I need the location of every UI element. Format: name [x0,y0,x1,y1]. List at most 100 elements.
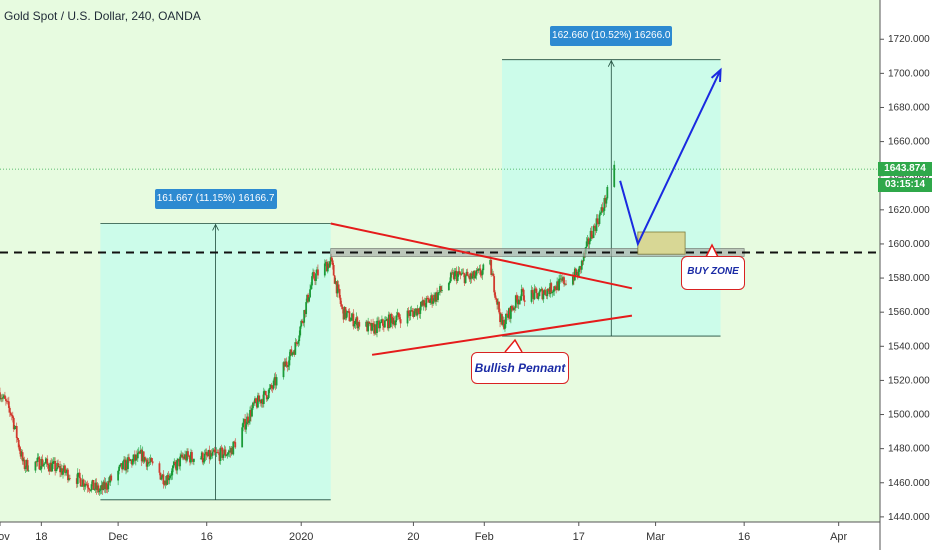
candle-body [77,472,80,474]
candle-body [119,464,121,467]
candle-body [453,271,456,280]
candle-body [97,485,100,493]
candle-body [490,259,493,275]
candle-body [456,273,459,281]
candle-body [494,292,497,298]
candle-body [62,471,64,475]
candle-body [563,277,565,285]
candle-body [266,397,269,400]
candle-body [295,342,298,344]
candle-body [22,459,25,462]
candle-body [334,281,337,284]
candle-body [150,458,153,462]
candle-body [159,472,162,480]
candle-body [561,278,563,281]
candle-body [396,312,399,316]
candle-body [273,377,276,381]
candle-body [244,418,247,430]
measure-callout-1[interactable]: 161.667 (11.15%) 16166.7 [154,189,277,210]
candle-body [76,472,79,484]
candle-body [600,207,603,213]
candle-body [57,463,59,468]
candle-body [160,477,163,480]
candle-body [87,487,90,490]
candle-body [382,319,384,326]
projection-path [619,69,722,247]
candle-body [470,273,473,279]
candle-body [48,468,51,472]
candle-body [438,291,440,293]
candle-body [448,281,451,284]
candle-body [589,230,592,242]
time-axis[interactable]: Nov18Dec16202020Feb17Mar16Apr [0,522,848,543]
candle-body [78,472,81,479]
candle-body [581,260,584,262]
candle-body [139,449,142,454]
candle-body [376,320,378,334]
candle-body [298,335,301,342]
candle-body [199,458,202,460]
candle-body [291,352,294,356]
candle-body [414,308,417,312]
candle-body [256,401,258,408]
candle-body [370,323,372,331]
candle-body [575,271,578,275]
candle-body [315,273,317,281]
candle-body [272,380,275,389]
candle-body [214,452,217,454]
last-price-tag: 1643.874 [878,162,932,177]
candle-body [606,186,609,199]
candle-body [471,276,474,279]
candle-body [125,460,127,471]
candle-body [338,289,341,298]
candle-body [474,275,477,279]
x-tick-label: 2020 [289,531,313,543]
candle-body [435,292,437,302]
candle-body [316,269,318,274]
candle-body [251,408,253,417]
candle-body [289,349,292,357]
candle-body [41,459,44,467]
candle-body [377,320,379,322]
buy-zone-label[interactable]: BUY ZONE [681,256,745,290]
candle-body [577,268,580,277]
measure-callout-2[interactable]: 162.660 (10.52%) 16266.0 [550,25,673,46]
candle-body [508,308,511,319]
candle-body [420,301,423,307]
pennant-label-pointer [504,338,523,353]
candle-body [335,281,338,294]
candle-body [10,414,13,416]
candle-body [492,273,495,277]
candle-body [253,402,255,404]
candle-body [130,460,132,461]
candle-body [200,452,203,459]
candle-body [148,461,151,463]
candle-body [176,460,179,471]
chart-title: Gold Spot / U.S. Dollar, 240, OANDA [4,9,201,23]
y-tick-label: 1660.000 [888,137,930,148]
candle-body [313,272,315,279]
candle-body [163,484,166,485]
candle-body [535,288,538,294]
candle-body [247,416,249,423]
candle-body [538,291,541,297]
candle-body [463,273,466,284]
candle-body [327,263,330,268]
candle-body [208,449,211,460]
candle-body [259,399,262,404]
candle-body [162,474,165,485]
candle-body [123,459,125,462]
measure-boxes [100,59,721,501]
candle-body [411,310,414,313]
candle-body [516,299,519,305]
price-axis[interactable]: 1440.000 1460.000 1480.000 1500.000 1520.000… [880,34,930,523]
candle-body [242,422,245,428]
candle-body [428,299,431,303]
candle-body [374,324,376,334]
x-tick-label: 16 [201,531,213,543]
candle-body [314,278,316,281]
candle-body [47,463,50,469]
pennant-label[interactable]: Bullish Pennant [471,352,569,384]
candle-body [118,466,121,471]
